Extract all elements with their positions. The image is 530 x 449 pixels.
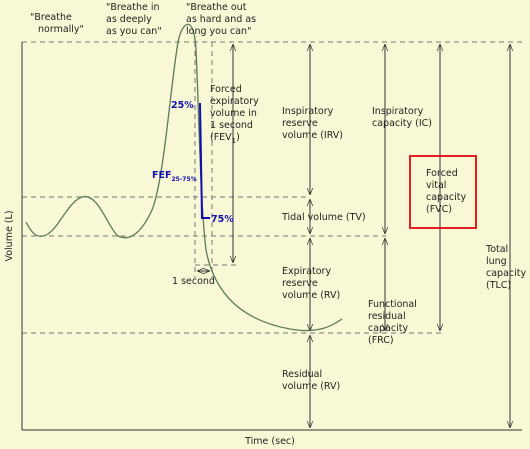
x-axis-label: Time (sec) [244,436,295,447]
one-second: 1 second [172,276,215,287]
label-line: (FVC) [426,204,452,215]
label-line: lung [486,256,507,267]
ic-label: Inspiratory capacity (IC) [372,106,432,129]
label-line: as deeply [106,14,152,25]
frc-label: Functional residual capacity (FRC) [368,299,417,346]
label-line: Expiratory [282,266,331,277]
label-line: Residual [282,369,322,380]
label-line: (FEV [210,132,232,143]
label-line: reserve [282,278,318,289]
fef-label: FEF25-75% [152,170,197,183]
fef-line [199,102,210,219]
label-line: Forced [210,84,242,95]
prompt-exhale: "Breathe out as hard and as long you can" [186,2,256,37]
label-line: Inspiratory [372,106,424,117]
label-line: Inspiratory [282,106,334,117]
fvc-label: Forced vital capacity (FVC) [426,168,466,215]
volume-curve [25,23,343,332]
label-line: capacity [426,192,466,203]
label-line: (FRC) [368,335,394,346]
label-line: capacity [486,268,526,279]
label-line: "Breathe in [106,2,160,13]
label-line: expiratory [210,96,259,107]
label-line: FEF [152,170,171,181]
prompt-inhale: "Breathe in as deeply as you can" [106,2,162,37]
label-line: Forced [426,168,458,179]
label-line: Functional [368,299,417,310]
label-line: volume (IRV) [282,130,343,141]
tv-label: Tidal volume (TV) [281,212,366,223]
rv-label: Residual volume (RV) [282,369,340,392]
label-line: volume (RV) [282,381,340,392]
axes [21,42,522,431]
prompt-normal: "Breathe normally" [30,12,84,35]
label-line: reserve [282,118,318,129]
label-line: residual [368,311,406,322]
label-line: vital [426,180,446,191]
fvc-box [409,155,477,229]
label-line: 25-75% [171,176,196,183]
label-line: capacity [368,323,408,334]
label-line: Total [485,244,508,255]
fev1-label: Forced expiratory volume in 1 second (FEV1) [210,84,259,145]
label-line: volume (RV) [282,290,340,301]
label-line: (TLC) [486,280,511,291]
label-line: long you can" [186,26,251,37]
tlc-label: Total lung capacity (TLC) [485,244,526,291]
label-line: "Breathe out [186,2,247,13]
label-line: as you can" [106,26,162,37]
label-line: 1 second [210,120,253,131]
label-line: capacity (IC) [372,118,432,129]
y-axis-label: Volume (L) [4,210,15,261]
erv-label: Expiratory reserve volume (RV) [282,266,340,301]
label-line: normally" [38,24,84,35]
label-line: ) [236,132,240,143]
fef-end: 75% [211,214,234,225]
label-line: as hard and as [186,14,256,25]
irv-label: Inspiratory reserve volume (IRV) [282,106,343,141]
fef-start: 25% [171,100,194,111]
label-line: volume in [210,108,257,119]
label-line: "Breathe [30,12,72,23]
arrows [197,44,510,428]
label-line: 1 [232,137,236,145]
